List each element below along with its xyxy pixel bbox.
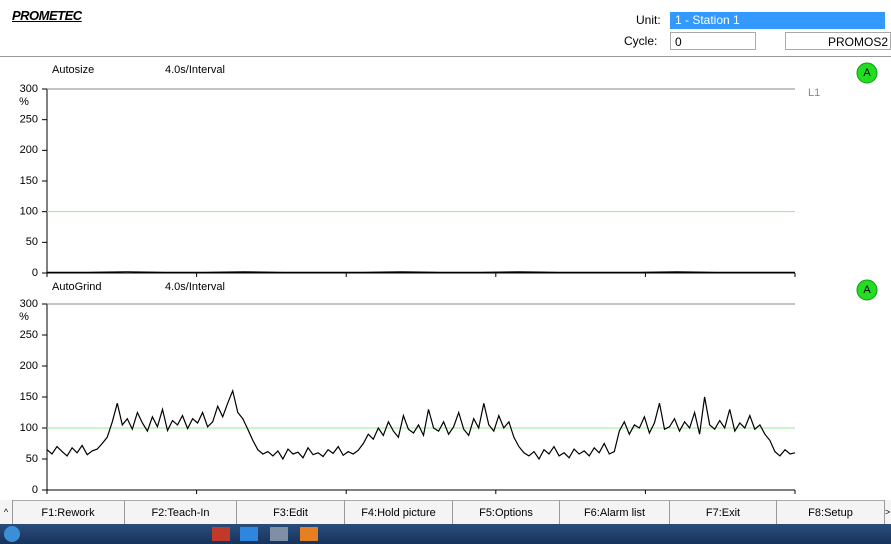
signal-line: [46, 388, 796, 461]
interval-label: 4.0s/Interval: [165, 64, 225, 76]
function-key[interactable]: F3:Edit: [237, 500, 345, 524]
status-indicator: [856, 279, 878, 301]
y-tick-label: 150: [20, 391, 38, 403]
taskbar: [0, 524, 891, 544]
status-indicator: [856, 62, 878, 84]
taskbar-icon[interactable]: [240, 527, 258, 541]
function-key[interactable]: F2:Teach-In: [125, 500, 237, 524]
status-text: A: [863, 67, 871, 79]
function-key[interactable]: F1:Rework: [12, 500, 125, 524]
separator: [0, 56, 891, 57]
start-button[interactable]: [4, 526, 20, 542]
scroll-left[interactable]: ^: [0, 500, 13, 524]
function-key[interactable]: F5:Options: [453, 500, 560, 524]
taskbar-icon[interactable]: [300, 527, 318, 541]
function-key[interactable]: F7:Exit: [670, 500, 777, 524]
y-tick-label: 100: [20, 422, 38, 434]
y-tick-label: 0: [32, 267, 38, 279]
y-tick-label: 150: [20, 175, 38, 187]
taskbar-icon[interactable]: [212, 527, 230, 541]
y-tick-label: 50: [26, 453, 38, 465]
y-tick-label: 200: [20, 360, 38, 372]
unit-dropdown[interactable]: 1 - Station 1: [670, 12, 885, 29]
logo: PROMETEC: [12, 8, 82, 23]
y-tick-label: 300: [20, 83, 38, 95]
y-tick-label: 200: [20, 144, 38, 156]
system-name: PROMOS2: [785, 32, 891, 50]
y-tick-label: 50: [26, 236, 38, 248]
function-key[interactable]: F4:Hold picture: [345, 500, 453, 524]
y-tick-label: 250: [20, 329, 38, 341]
chart-title: AutoGrind: [52, 281, 102, 293]
unit-label: Unit:: [636, 13, 661, 27]
scroll-right[interactable]: >: [885, 500, 891, 524]
interval-label: 4.0s/Interval: [165, 281, 225, 293]
y-tick-label: 0: [32, 484, 38, 496]
function-key[interactable]: F6:Alarm list: [560, 500, 670, 524]
charts: Autosize 4.0s/Interval A 0 50 100 150 200 250 300…: [19, 62, 878, 496]
chart-title: Autosize: [52, 64, 94, 76]
function-key[interactable]: F8:Setup: [777, 500, 885, 524]
y-unit: %: [19, 311, 29, 323]
y-unit: %: [19, 96, 29, 108]
status-text: A: [863, 284, 871, 296]
y-tick-label: 100: [20, 206, 38, 218]
y-tick-label: 250: [20, 114, 38, 126]
cycle-value: 0: [670, 32, 756, 50]
reference-label: L1: [808, 87, 820, 99]
taskbar-icon[interactable]: [270, 527, 288, 541]
y-tick-label: 300: [20, 298, 38, 310]
cycle-label: Cycle:: [624, 34, 658, 48]
signal-line: [47, 271, 795, 273]
